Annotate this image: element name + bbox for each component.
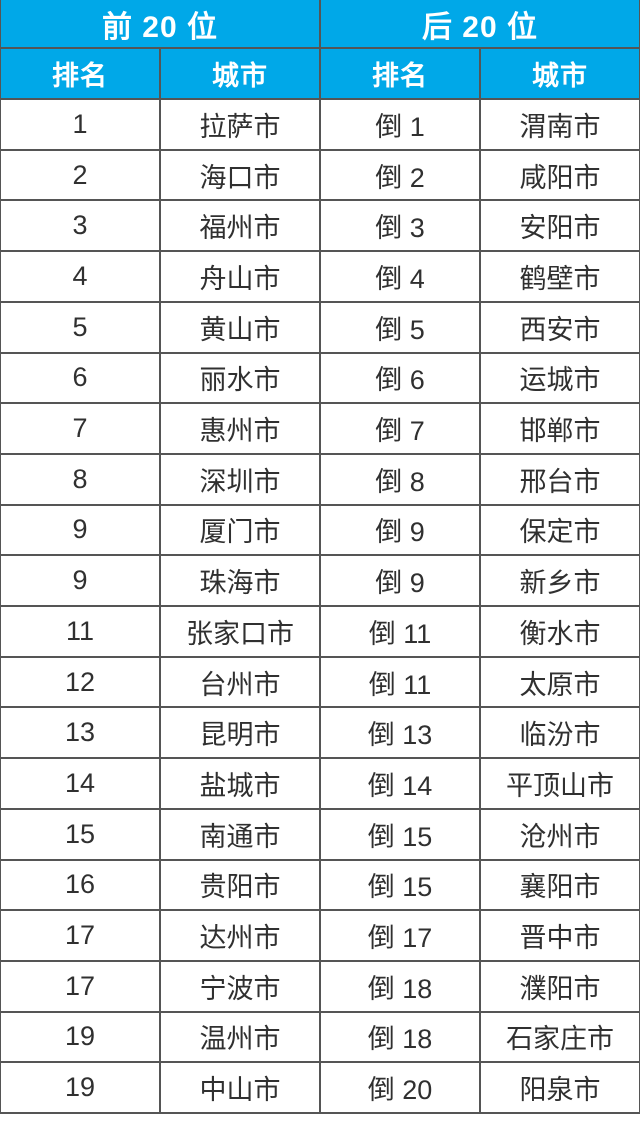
city-cell-bottom: 晋中市: [481, 911, 639, 960]
group-header-top20: 前 20 位: [1, 0, 319, 47]
city-cell-top: 黄山市: [161, 302, 319, 352]
column-header-city-left: 城市: [161, 49, 319, 98]
city-cell-bottom: 石家庄市: [481, 1012, 639, 1062]
rank-cell-bottom: 倒 4: [321, 252, 479, 301]
city-cell-top: 厦门市: [161, 505, 319, 555]
city-cell-top: 台州市: [161, 657, 319, 707]
city-cell-bottom: 衡水市: [481, 607, 639, 656]
rank-cell-top: 5: [1, 302, 159, 352]
rank-cell-top: 8: [1, 454, 159, 504]
city-cell-bottom: 咸阳市: [481, 150, 639, 200]
rank-cell-top: 13: [1, 708, 159, 758]
rank-cell-bottom: 倒 2: [321, 150, 479, 200]
rank-cell-bottom: 倒 3: [321, 201, 479, 251]
city-cell-bottom: 平顶山市: [481, 759, 639, 808]
city-cell-bottom: 鹤壁市: [481, 252, 639, 301]
rank-cell-bottom: 倒 18: [321, 1012, 479, 1062]
rank-cell-bottom: 倒 17: [321, 911, 479, 960]
rank-cell-bottom: 倒 7: [321, 404, 479, 453]
rank-cell-top: 17: [1, 961, 159, 1011]
rank-cell-top: 17: [1, 911, 159, 960]
city-cell-top: 温州市: [161, 1012, 319, 1062]
city-cell-bottom: 太原市: [481, 657, 639, 707]
city-cell-top: 盐城市: [161, 759, 319, 808]
city-cell-bottom: 阳泉市: [481, 1063, 639, 1112]
rank-cell-bottom: 倒 18: [321, 961, 479, 1011]
rank-cell-bottom: 倒 11: [321, 607, 479, 656]
city-cell-top: 拉萨市: [161, 100, 319, 149]
rank-cell-top: 12: [1, 657, 159, 707]
rank-cell-top: 7: [1, 404, 159, 453]
rank-cell-bottom: 倒 1: [321, 100, 479, 149]
rank-cell-top: 16: [1, 860, 159, 910]
rank-cell-bottom: 倒 13: [321, 708, 479, 758]
city-cell-bottom: 襄阳市: [481, 860, 639, 910]
city-cell-top: 海口市: [161, 150, 319, 200]
rank-cell-bottom: 倒 9: [321, 505, 479, 555]
city-cell-top: 惠州市: [161, 404, 319, 453]
city-cell-bottom: 邢台市: [481, 454, 639, 504]
city-cell-bottom: 濮阳市: [481, 961, 639, 1011]
column-header-rank-right: 排名: [321, 49, 479, 98]
city-cell-top: 宁波市: [161, 961, 319, 1011]
city-cell-top: 深圳市: [161, 454, 319, 504]
city-cell-top: 中山市: [161, 1063, 319, 1112]
city-cell-top: 达州市: [161, 911, 319, 960]
city-cell-top: 张家口市: [161, 607, 319, 656]
city-cell-bottom: 保定市: [481, 505, 639, 555]
city-cell-bottom: 新乡市: [481, 556, 639, 605]
rank-cell-bottom: 倒 11: [321, 657, 479, 707]
city-cell-bottom: 西安市: [481, 302, 639, 352]
city-cell-top: 南通市: [161, 809, 319, 859]
rank-cell-top: 15: [1, 809, 159, 859]
rank-cell-top: 14: [1, 759, 159, 808]
city-cell-bottom: 渭南市: [481, 100, 639, 149]
rank-cell-bottom: 倒 6: [321, 353, 479, 403]
rank-cell-bottom: 倒 8: [321, 454, 479, 504]
group-header-bottom20: 后 20 位: [321, 0, 639, 47]
city-cell-top: 珠海市: [161, 556, 319, 605]
city-cell-top: 福州市: [161, 201, 319, 251]
city-cell-top: 舟山市: [161, 252, 319, 301]
city-cell-bottom: 运城市: [481, 353, 639, 403]
rank-cell-top: 9: [1, 556, 159, 605]
city-cell-top: 贵阳市: [161, 860, 319, 910]
rank-cell-top: 19: [1, 1063, 159, 1112]
rank-cell-top: 4: [1, 252, 159, 301]
rank-cell-top: 2: [1, 150, 159, 200]
rank-cell-bottom: 倒 15: [321, 860, 479, 910]
rank-cell-top: 9: [1, 505, 159, 555]
rank-cell-top: 6: [1, 353, 159, 403]
city-cell-bottom: 邯郸市: [481, 404, 639, 453]
city-cell-bottom: 临汾市: [481, 708, 639, 758]
rank-cell-top: 3: [1, 201, 159, 251]
city-cell-top: 丽水市: [161, 353, 319, 403]
rank-cell-bottom: 倒 9: [321, 556, 479, 605]
city-cell-bottom: 安阳市: [481, 201, 639, 251]
rank-cell-top: 11: [1, 607, 159, 656]
city-cell-bottom: 沧州市: [481, 809, 639, 859]
column-header-city-right: 城市: [481, 49, 639, 98]
rank-cell-bottom: 倒 5: [321, 302, 479, 352]
rank-cell-top: 1: [1, 100, 159, 149]
rank-cell-bottom: 倒 20: [321, 1063, 479, 1112]
city-cell-top: 昆明市: [161, 708, 319, 758]
rank-cell-bottom: 倒 15: [321, 809, 479, 859]
rank-cell-bottom: 倒 14: [321, 759, 479, 808]
rank-cell-top: 19: [1, 1012, 159, 1062]
column-header-rank-left: 排名: [1, 49, 159, 98]
